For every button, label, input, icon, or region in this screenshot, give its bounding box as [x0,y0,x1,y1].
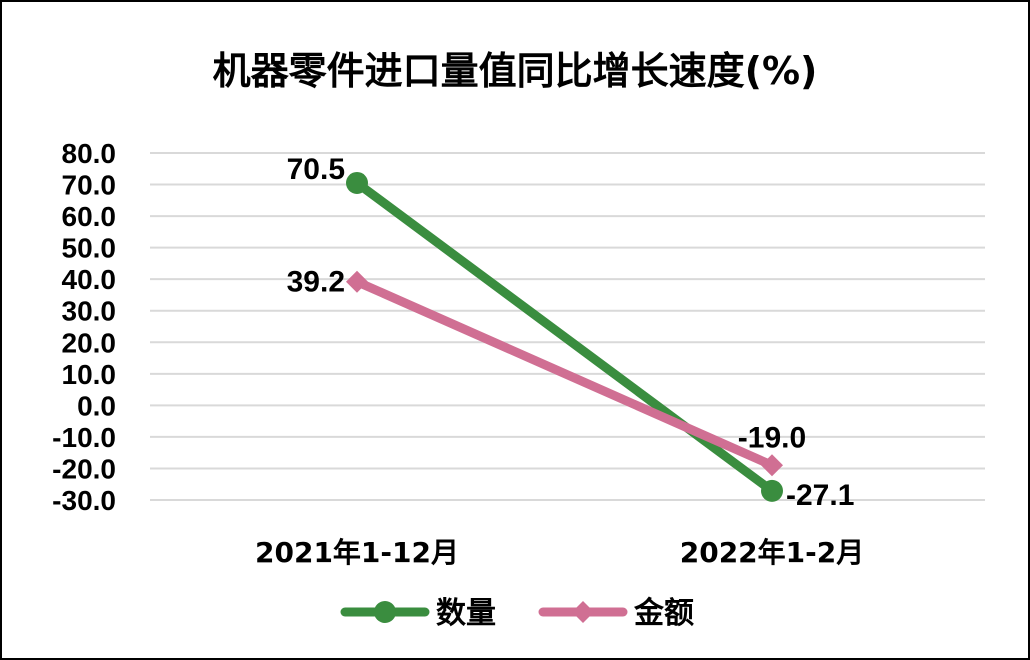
y-tick-label: 40.0 [62,264,117,295]
y-tick-label: 20.0 [62,327,117,358]
legend-marker [572,601,594,623]
y-tick-label: 60.0 [62,201,117,232]
y-tick-label: 30.0 [62,296,117,327]
series-line-1 [352,178,777,496]
data-label: -19.0 [738,421,806,454]
legend-marker [374,601,396,623]
legend-label: 金额 [633,596,694,631]
x-axis: 2021年1-12月 2022年1-2月 [255,536,864,569]
chart-title: 机器零件进口量值同比增长速度(%) [213,49,818,93]
y-tick-label: 0.0 [77,390,116,421]
y-tick-label: 10.0 [62,359,117,390]
legend-label: 数量 [436,596,496,631]
data-point [761,479,783,502]
x-tick-label: 2022年1-2月 [680,536,865,569]
y-tick-label: 70.0 [62,170,117,201]
y-tick-label: -30.0 [52,485,116,516]
y-tick-label: 80.0 [62,138,117,169]
data-point [761,454,783,477]
data-point [346,270,368,293]
data-label: -27.1 [786,479,854,512]
data-label: 39.2 [287,266,345,299]
series-line-2 [352,277,777,470]
gridlines [150,152,985,501]
legend: 数量 金额 [340,596,694,631]
series-layer: 70.5 -27.1 39.2 -19.0 [287,153,855,512]
data-label: 70.5 [287,153,345,186]
y-tick-label: -10.0 [52,422,116,453]
y-axis: 80.070.060.050.040.030.020.010.00.0-10.0… [52,138,116,516]
data-point [346,171,368,194]
y-tick-label: 50.0 [62,233,117,264]
y-tick-label: -20.0 [52,453,116,484]
x-tick-label: 2021年1-12月 [255,536,459,569]
